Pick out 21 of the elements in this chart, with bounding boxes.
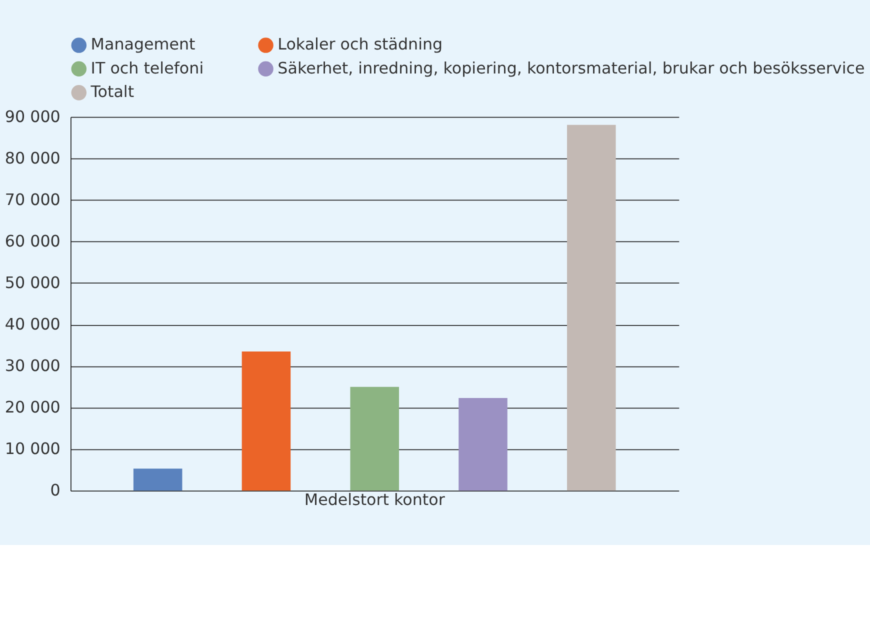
y-tick-label: 20 000 — [4, 397, 60, 416]
legend-label: IT och telefoni — [90, 58, 204, 78]
x-tick-label: Medelstort kontor — [304, 490, 446, 510]
bar — [242, 352, 291, 491]
bar — [458, 398, 508, 491]
y-tick-label: 70 000 — [4, 190, 60, 209]
y-tick-label: 90 000 — [4, 106, 60, 126]
bar — [567, 124, 616, 491]
bar — [350, 386, 400, 491]
bar — [133, 468, 182, 491]
legend-label: Management — [90, 34, 196, 54]
legend-label: Totalt — [90, 82, 134, 102]
y-tick-label: 60 000 — [4, 231, 60, 250]
y-tick-label: 10 000 — [4, 438, 60, 458]
y-tick-label: 80 000 — [4, 148, 60, 168]
y-tick-label: 0 — [50, 480, 60, 500]
legend-label: Säkerhet, inredning, kopiering, kontorsmaterial, brukar och besöksservice — [278, 58, 865, 78]
y-tick-label: 50 000 — [4, 272, 60, 292]
y-tick-label: 30 000 — [4, 356, 60, 375]
y-tick-label: 40 000 — [4, 314, 60, 334]
legend-label: Lokaler och städning — [278, 34, 443, 54]
